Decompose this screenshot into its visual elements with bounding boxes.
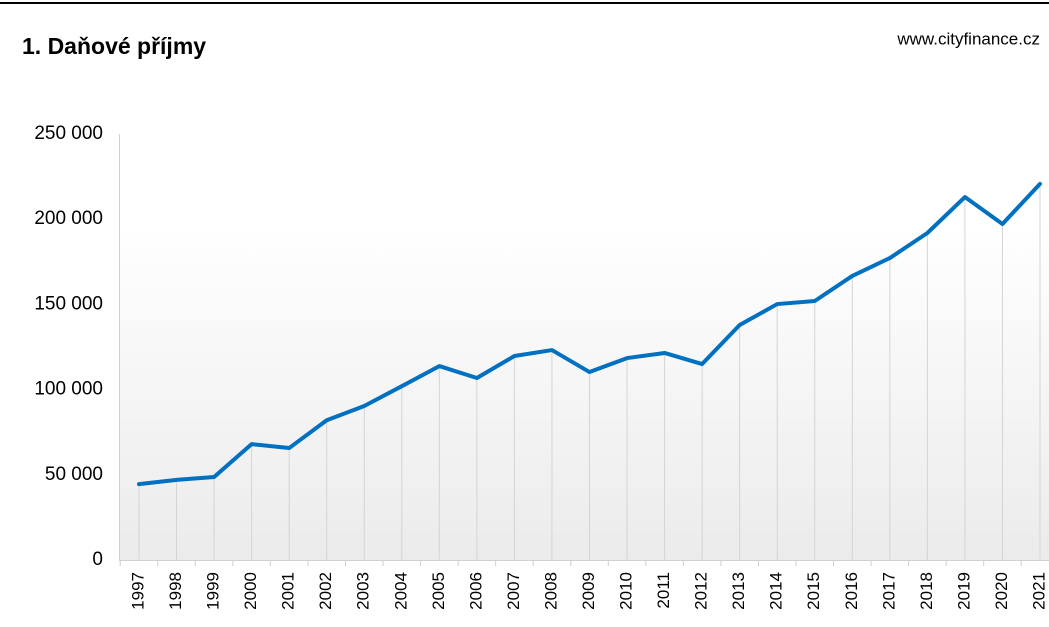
x-tick-label: 2001 [279, 572, 298, 610]
y-tick-label: 200 000 [34, 208, 103, 229]
y-tick-label: 250 000 [34, 123, 103, 144]
x-tick-label: 1999 [204, 572, 223, 610]
x-tick-label: 2014 [767, 572, 786, 610]
x-tick-label: 2005 [429, 572, 448, 610]
x-tick-label: 2000 [241, 572, 260, 610]
chart-title: 1. Daňové příjmy [22, 33, 206, 59]
x-tick-label: 2003 [354, 572, 373, 610]
x-tick-label: 1997 [128, 572, 147, 610]
x-tick-label: 2009 [579, 572, 598, 610]
y-tick-label: 0 [92, 549, 103, 570]
source: www.cityfinance.cz [896, 29, 1040, 48]
x-tick-label: 2018 [917, 572, 936, 610]
x-tick-label: 2008 [541, 572, 560, 610]
x-tick-label: 2011 [654, 572, 673, 609]
x-tick-label: 1998 [166, 572, 185, 610]
x-tick-label: 2017 [879, 572, 898, 610]
y-tick-label: 100 000 [34, 379, 103, 400]
x-tick-label: 2012 [692, 572, 711, 610]
x-tick-label: 2020 [992, 572, 1011, 610]
x-tick-label: 2004 [391, 572, 410, 610]
y-tick-label: 50 000 [45, 464, 103, 485]
x-tick-label: 2019 [954, 572, 973, 610]
y-tick-label: 150 000 [34, 293, 103, 314]
x-tick-label: 2006 [466, 572, 485, 610]
plot-background [120, 225, 1049, 560]
x-tick-label: 2007 [504, 572, 523, 610]
series-line [137, 181, 1042, 487]
x-tick-label: 2021 [1029, 572, 1048, 610]
x-tick-label: 2013 [729, 572, 748, 610]
x-tick-label: 2016 [842, 572, 861, 610]
x-tick-label: 2010 [617, 572, 636, 610]
x-tick-label: 2002 [316, 572, 335, 610]
x-tick-label: 2015 [804, 572, 823, 610]
